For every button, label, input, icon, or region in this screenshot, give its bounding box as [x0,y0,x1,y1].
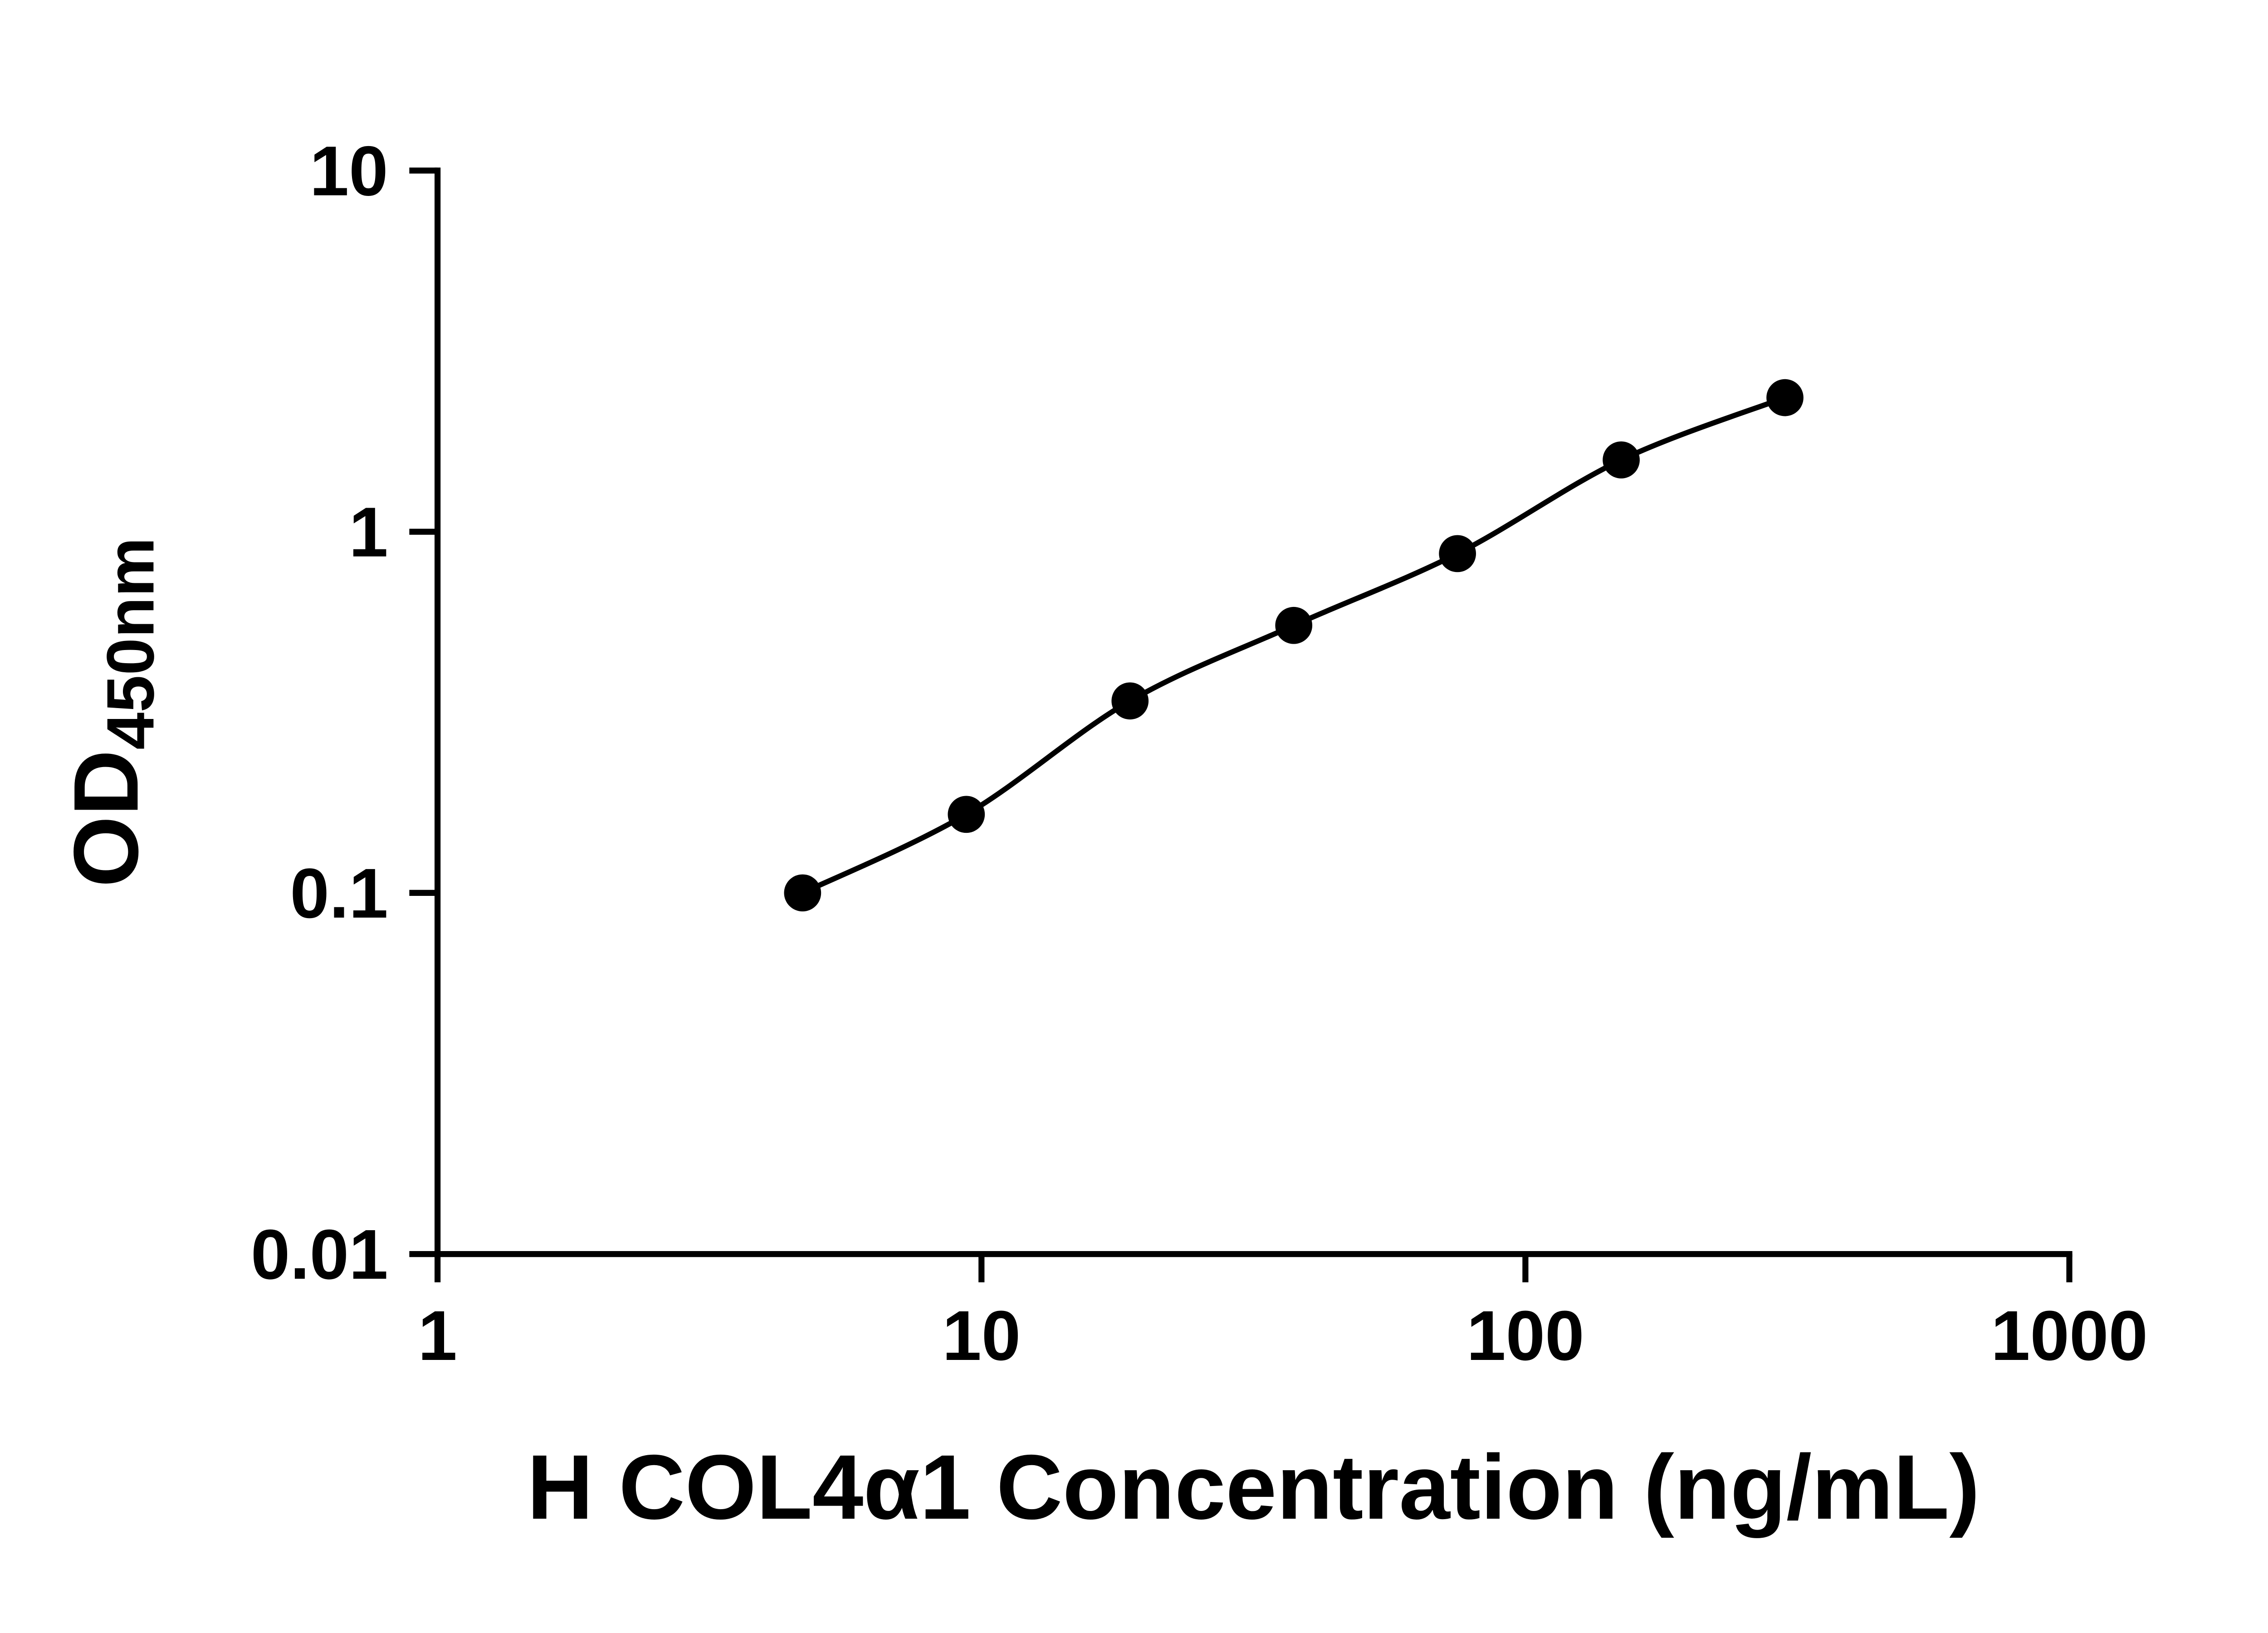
data-point-marker [1111,682,1149,720]
data-point-marker [1439,535,1476,572]
x-axis-title: H COL4α1 Concentration (ng/mL) [527,1436,1980,1538]
data-point-marker [948,796,985,833]
data-point-marker [784,874,821,912]
data-point-marker [1766,379,1804,416]
x-tick-label: 1 [418,1296,457,1375]
chart-background [0,22,2268,1611]
y-tick-label: 0.01 [251,1215,388,1294]
y-tick-label: 10 [310,131,388,210]
y-axis-title: OD450nm [54,537,168,887]
x-tick-label: 10 [942,1296,1021,1375]
x-tick-label: 1000 [1991,1296,2148,1375]
data-point-marker [1275,606,1313,644]
y-tick-label: 0.1 [290,854,388,933]
y-tick-label: 1 [349,493,388,572]
data-point-marker [1603,441,1640,479]
x-tick-label: 100 [1466,1296,1584,1375]
